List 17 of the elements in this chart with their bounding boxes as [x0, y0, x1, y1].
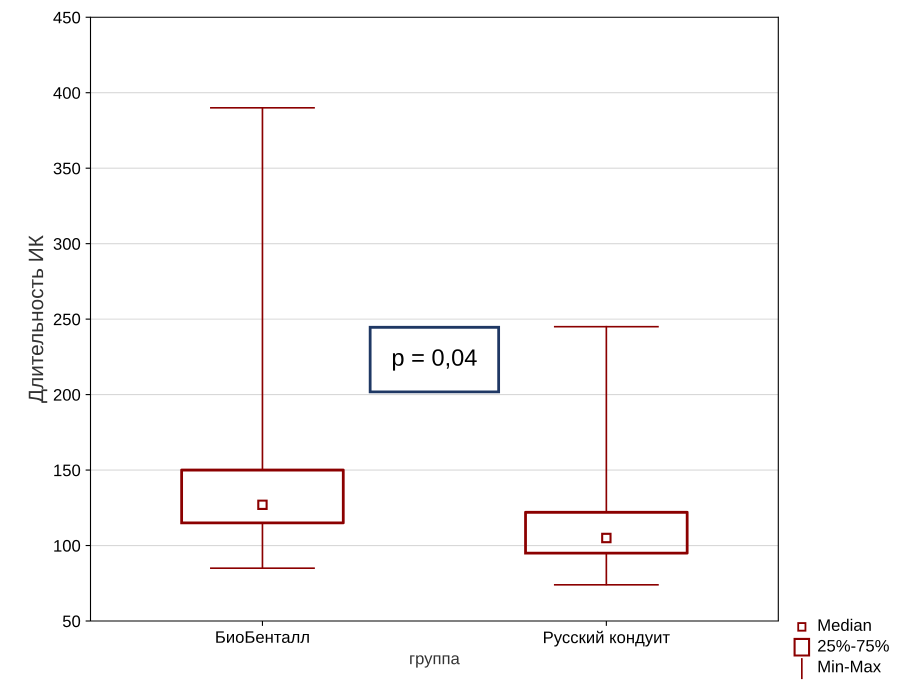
y-tick-label: 150	[54, 464, 80, 476]
y-tick-label: 300	[54, 238, 80, 250]
x-axis-title: группа	[410, 655, 460, 668]
y-tick-label: 100	[54, 540, 80, 552]
y-tick-label: 250	[54, 314, 80, 326]
x-tick-label: БиоБенталл	[216, 631, 309, 643]
x-tick-label: Русский кондуит	[544, 630, 670, 647]
y-tick-label: 400	[53, 87, 80, 99]
y-tick-label: 50	[62, 615, 80, 628]
annotation: p = 0,04	[392, 349, 477, 371]
y-tick-label: 450	[53, 12, 80, 24]
y-tick-label: 200	[54, 388, 80, 401]
text: 25%-75%	[818, 640, 889, 652]
y-tick-label: 350	[54, 162, 80, 174]
y-axis-title: Длительность ИК	[28, 235, 48, 403]
text: Median	[818, 618, 871, 631]
text: Min-Max	[818, 660, 881, 672]
